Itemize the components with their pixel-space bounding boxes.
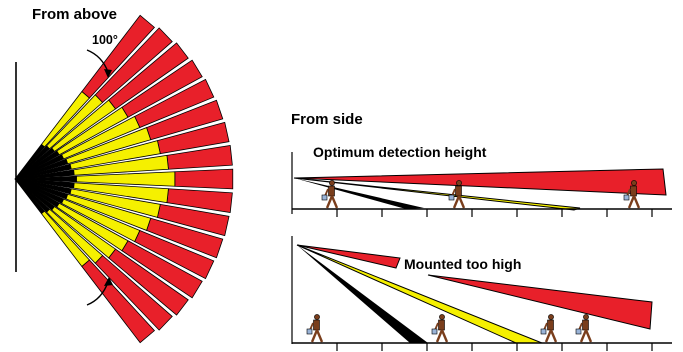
- walking-person: [306, 314, 324, 343]
- walking-person: [540, 314, 558, 343]
- fan-black-zone: [15, 179, 55, 211]
- walking-person: [321, 180, 339, 209]
- fan-black-zone: [15, 145, 50, 179]
- toohigh-floor-ticks: [336, 343, 653, 351]
- fan-black-zone: [15, 150, 60, 179]
- side-view-title: From side: [291, 111, 363, 128]
- toohigh-red-beam-near: [296, 244, 401, 269]
- side-view-too-high: [291, 236, 672, 351]
- optimum-height-label: Optimum detection height: [313, 144, 487, 160]
- toohigh-red-beam-far: [427, 274, 653, 330]
- walking-person: [575, 314, 593, 343]
- optimum-walkers: [321, 180, 641, 209]
- fan-red-zone: [174, 168, 234, 190]
- fan-yellow-zone: [14, 171, 176, 187]
- angle-arrowhead-top: [104, 69, 112, 78]
- walking-person: [448, 180, 466, 209]
- fan-black-zone: [15, 179, 65, 204]
- fan-black-zone: [15, 154, 65, 179]
- top-view-title: From above: [32, 6, 118, 23]
- fan-black-zone: [15, 179, 69, 200]
- toohigh-black-beam: [297, 245, 428, 343]
- fan-black-zone: [15, 179, 60, 208]
- fan-black-zone: [15, 169, 75, 179]
- fan-black-zone: [15, 147, 55, 179]
- side-view-optimum: [291, 152, 672, 217]
- fan-black-zone: [15, 144, 45, 179]
- fan-black-zone: [15, 176, 77, 182]
- walking-person: [623, 180, 641, 209]
- optimum-red-beam: [293, 168, 667, 196]
- fan-black-zone: [15, 158, 69, 179]
- angle-label: 100°: [92, 33, 118, 47]
- optimum-black-beam: [294, 178, 424, 209]
- fan-black-zone: [15, 179, 50, 213]
- mounted-too-high-label: Mounted too high: [404, 256, 522, 272]
- optimum-floor-ticks: [336, 209, 653, 217]
- walking-person: [431, 314, 449, 343]
- fan-black-zone: [15, 179, 45, 214]
- fan-black-zone: [15, 164, 72, 179]
- top-view-detection-fan: [14, 14, 234, 344]
- angle-arrowhead-bottom: [104, 277, 113, 286]
- toohigh-walkers: [306, 314, 593, 343]
